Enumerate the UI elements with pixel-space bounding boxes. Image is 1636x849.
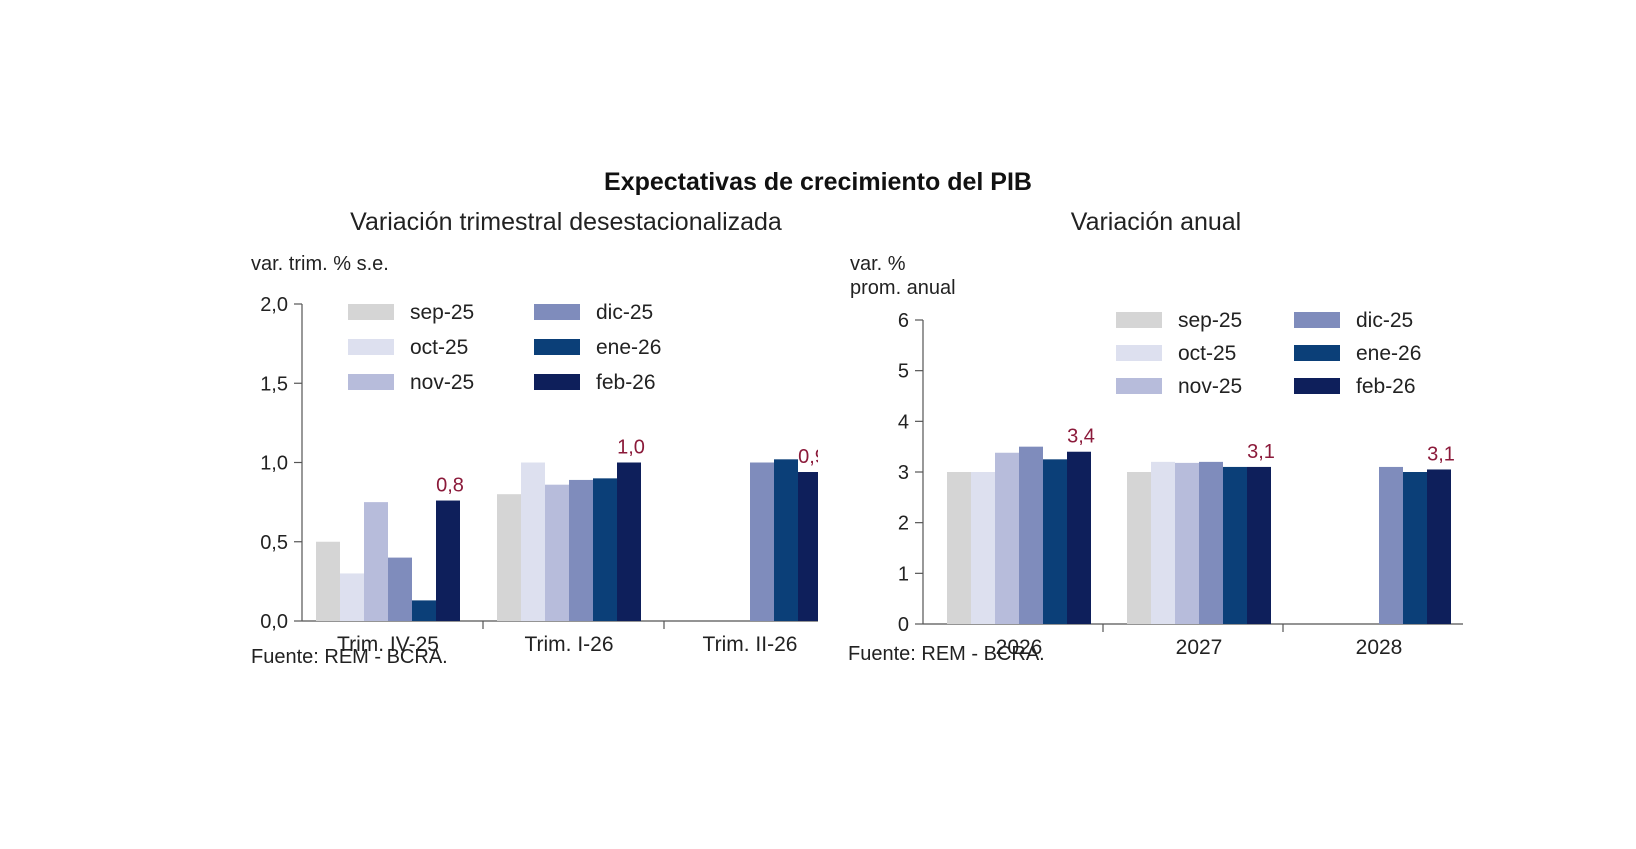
quarterly-y-tick-label: 2,0 — [260, 294, 288, 316]
quarterly-legend-swatch-nov-25 — [348, 374, 394, 390]
annual-y-tick-label: 4 — [898, 411, 909, 433]
quarterly-bar-dic-25-2 — [750, 462, 774, 621]
quarterly-bar-ene-26-1 — [593, 478, 617, 621]
quarterly-legend-swatch-feb-26 — [534, 374, 580, 390]
quarterly-data-label: 0,8 — [436, 475, 464, 497]
annual-bar-dic-25-0 — [1019, 446, 1043, 624]
quarterly-data-label: 0,9 — [798, 446, 818, 468]
annual-data-label: 3,1 — [1247, 441, 1275, 463]
annual-bar-ene-26-0 — [1043, 459, 1067, 624]
annual-bar-dic-25-2 — [1379, 466, 1403, 624]
quarterly-bar-chart: 0,0 0,5 1,0 1,5 2,0 Trim. IV-25 0,8 Trim. I-26 1… — [260, 294, 818, 656]
annual-legend-label-dic-25: dic-25 — [1356, 309, 1413, 332]
quarterly-bar-nov-25-1 — [545, 484, 569, 621]
quarterly-bar-feb-26-1 — [617, 462, 641, 621]
quarterly-chart-panel: Variación trimestral desestacionalizada … — [251, 208, 818, 668]
annual-y-tick-label: 0 — [898, 614, 909, 636]
annual-bar-feb-26-1 — [1247, 466, 1271, 624]
annual-bar-sep-25-1 — [1127, 472, 1151, 624]
quarterly-y-tick-label: 0,0 — [260, 611, 288, 633]
quarterly-x-tick-label: Trim. IV-25 — [337, 633, 439, 656]
quarterly-legend-label-ene-26: ene-26 — [596, 336, 661, 359]
quarterly-data-label: 1,0 — [617, 437, 645, 459]
quarterly-bar-ene-26-0 — [412, 600, 436, 621]
annual-source: Fuente: REM - BCRA. — [848, 643, 1045, 665]
quarterly-chart-title: Variación trimestral desestacionalizada — [350, 208, 782, 236]
annual-y-tick-label: 6 — [898, 310, 909, 332]
quarterly-bar-nov-25-0 — [364, 502, 388, 621]
quarterly-bar-oct-25-1 — [521, 462, 545, 621]
annual-data-label: 3,1 — [1427, 443, 1455, 465]
annual-legend-label-sep-25: sep-25 — [1178, 309, 1242, 332]
quarterly-y-tick-label: 1,5 — [260, 373, 288, 395]
annual-bar-oct-25-1 — [1151, 461, 1175, 624]
quarterly-bar-dic-25-1 — [569, 479, 593, 621]
annual-bar-oct-25-0 — [971, 472, 995, 624]
annual-legend-swatch-ene-26 — [1294, 345, 1340, 361]
annual-bar-dic-25-1 — [1199, 461, 1223, 624]
quarterly-source: Fuente: REM - BCRA. — [251, 646, 448, 668]
annual-bar-ene-26-2 — [1403, 472, 1427, 624]
annual-y-axis-label: var. % prom. anual — [850, 252, 990, 300]
main-title: Expectativas de crecimiento del PIB — [604, 168, 1032, 196]
annual-bar-chart: 0 1 2 3 4 5 6 2026 3,4 2027 3,1 2028 3,1 sep-25 oct-25… — [898, 309, 1463, 659]
quarterly-y-tick-label: 1,0 — [260, 453, 288, 475]
annual-legend-swatch-sep-25 — [1116, 312, 1162, 328]
annual-legend-swatch-oct-25 — [1116, 345, 1162, 361]
annual-y-tick-label: 1 — [898, 563, 909, 585]
annual-y-tick-label: 5 — [898, 361, 909, 383]
annual-legend-label-ene-26: ene-26 — [1356, 342, 1421, 365]
annual-chart-title: Variación anual — [1070, 208, 1242, 236]
annual-x-tick-label: 2026 — [996, 636, 1043, 659]
quarterly-legend-label-nov-25: nov-25 — [410, 371, 474, 394]
annual-y-tick-label: 2 — [898, 513, 909, 535]
quarterly-bar-feb-26-2 — [798, 472, 818, 621]
quarterly-legend-label-dic-25: dic-25 — [596, 301, 653, 324]
quarterly-legend-label-sep-25: sep-25 — [410, 301, 474, 324]
quarterly-y-axis-label: var. trim. % s.e. — [251, 253, 389, 275]
quarterly-x-tick-label: Trim. II-26 — [703, 633, 798, 656]
annual-x-tick-label: 2028 — [1356, 636, 1403, 659]
annual-bar-feb-26-2 — [1427, 469, 1451, 624]
annual-y-axis-label-line-2: prom. anual — [850, 277, 956, 299]
quarterly-legend-label-oct-25: oct-25 — [410, 336, 468, 359]
quarterly-legend-label-feb-26: feb-26 — [596, 371, 656, 394]
annual-bar-nov-25-1 — [1175, 462, 1199, 624]
quarterly-bar-oct-25-0 — [340, 573, 364, 621]
annual-legend-swatch-dic-25 — [1294, 312, 1340, 328]
quarterly-bar-dic-25-0 — [388, 557, 412, 621]
quarterly-bar-sep-25-0 — [316, 541, 340, 621]
annual-legend-label-feb-26: feb-26 — [1356, 375, 1416, 398]
annual-bar-nov-25-0 — [995, 452, 1019, 624]
annual-bar-sep-25-0 — [947, 472, 971, 624]
annual-y-tick-label: 3 — [898, 462, 909, 484]
quarterly-bar-ene-26-2 — [774, 459, 798, 621]
annual-x-tick-label: 2027 — [1176, 636, 1223, 659]
annual-data-label: 3,4 — [1067, 426, 1095, 448]
annual-legend-swatch-nov-25 — [1116, 378, 1162, 394]
annual-legend-label-oct-25: oct-25 — [1178, 342, 1236, 365]
annual-chart-panel: Variación anual var. % prom. anual Fuent… — [818, 0, 1636, 849]
quarterly-x-tick-label: Trim. I-26 — [524, 633, 613, 656]
annual-legend-label-nov-25: nov-25 — [1178, 375, 1242, 398]
quarterly-bar-feb-26-0 — [436, 500, 460, 621]
quarterly-legend-swatch-oct-25 — [348, 339, 394, 355]
quarterly-bar-sep-25-1 — [497, 494, 521, 621]
annual-bar-ene-26-1 — [1223, 466, 1247, 624]
quarterly-legend-swatch-dic-25 — [534, 304, 580, 320]
quarterly-legend-swatch-sep-25 — [348, 304, 394, 320]
annual-bar-feb-26-0 — [1067, 451, 1091, 624]
quarterly-y-tick-label: 0,5 — [260, 532, 288, 554]
quarterly-legend-swatch-ene-26 — [534, 339, 580, 355]
annual-y-axis-label-line-1: var. % — [850, 253, 906, 275]
annual-legend-swatch-feb-26 — [1294, 378, 1340, 394]
